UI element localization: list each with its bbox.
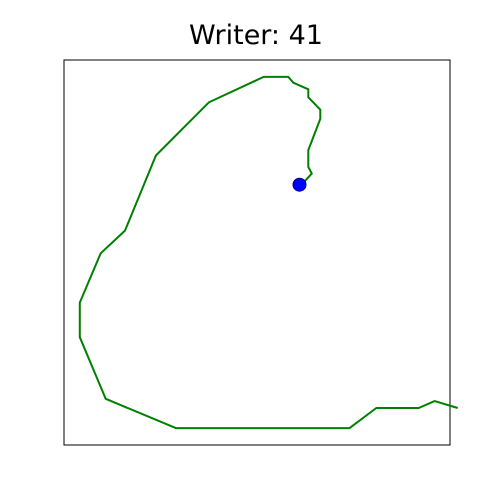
start-point-marker: [292, 177, 307, 192]
chart-title: Writer: 41: [189, 20, 323, 51]
pen-trace-line: [78, 75, 458, 430]
axes-frame: [63, 59, 451, 446]
